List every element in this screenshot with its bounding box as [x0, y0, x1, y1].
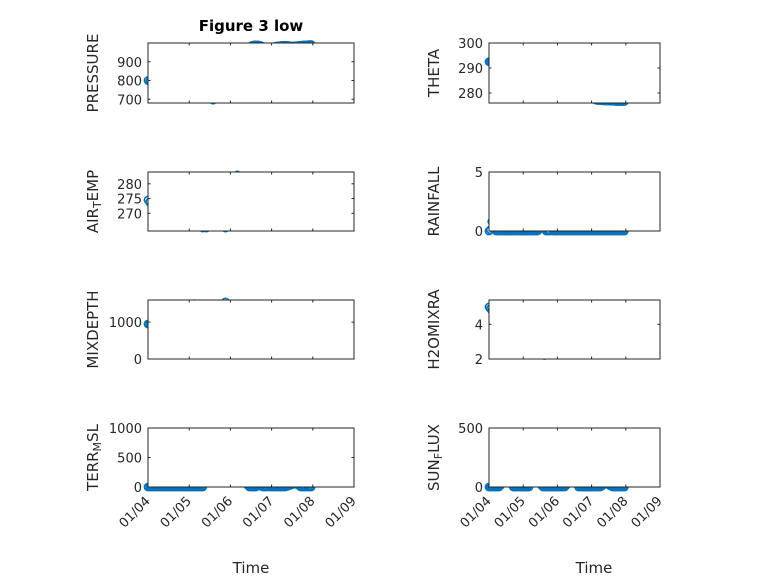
x-tick-label: 01/09 — [323, 494, 360, 531]
axes-frame — [488, 171, 661, 232]
y-axis-label-main: THETA — [425, 48, 443, 98]
y-tick-label: 270 — [117, 207, 142, 222]
subplot-1: 700 800 900 PRESSURE — [84, 34, 355, 113]
y-axis-label-rest: EMP — [84, 170, 102, 201]
y-axis-label: SUNFLUX — [425, 424, 445, 491]
x-tick-label: 01/07 — [560, 494, 597, 531]
y-tick-label: 0 — [134, 353, 142, 368]
y-axis-label-main: RAINFALL — [425, 166, 443, 237]
y-axis-label-subscript: F — [432, 453, 445, 459]
y-axis-label: PRESSURE — [84, 34, 102, 113]
subplot-4: 0 5 RAINFALL — [425, 166, 661, 240]
y-axis-label-main: TERR — [84, 451, 102, 492]
y-tick-label: 280 — [117, 178, 142, 193]
y-axis-label-subscript: M — [91, 442, 104, 452]
y-axis-label-main: AIR — [84, 208, 102, 233]
y-tick-label: 0 — [475, 481, 483, 496]
axes-frame — [147, 42, 355, 104]
y-tick-label: 1000 — [109, 422, 142, 437]
y-tick-label: 280 — [458, 87, 483, 102]
x-axis-label-right: Time — [575, 559, 613, 577]
y-tick-label: 0 — [134, 481, 142, 496]
y-axis-label-main: MIXDEPTH — [84, 290, 102, 368]
y-tick-label: 5 — [475, 166, 483, 181]
x-tick-label: 01/05 — [492, 494, 529, 531]
axes-frame — [147, 171, 355, 232]
x-tick-label: 01/06 — [199, 494, 236, 531]
x-tick-label: 01/06 — [526, 494, 563, 531]
subplot-6: 2 4 H2OMIXRA — [425, 289, 661, 370]
x-tick-label: 01/05 — [158, 494, 195, 531]
axes-frame — [488, 299, 661, 360]
y-axis-label: H2OMIXRA — [425, 289, 443, 370]
axes-frame — [488, 427, 661, 488]
y-axis-label: MIXDEPTH — [84, 290, 102, 368]
y-axis-label-main: H2OMIXRA — [425, 289, 443, 370]
y-tick-label: 700 — [117, 93, 142, 108]
y-tick-label: 0 — [475, 225, 483, 240]
x-tick-label: 01/07 — [240, 494, 277, 531]
y-axis-label: RAINFALL — [425, 166, 443, 237]
y-axis-label-subscript: T — [91, 201, 104, 209]
x-tick-label: 01/04 — [458, 494, 495, 531]
y-axis-label: TERRMSL — [84, 423, 104, 492]
axes-frame — [147, 427, 355, 488]
y-axis-label: AIRTEMP — [84, 170, 104, 233]
x-tick-label: 01/08 — [594, 494, 631, 531]
axes-frame — [147, 299, 355, 360]
y-axis-label-main: SUN — [425, 459, 443, 491]
y-tick-label: 4 — [475, 318, 483, 333]
y-tick-label: 1000 — [109, 316, 142, 331]
y-axis-label-rest: SL — [84, 423, 102, 442]
x-axis-label-left: Time — [232, 559, 270, 577]
subplot-5: 0 1000 MIXDEPTH — [84, 290, 355, 369]
y-axis-label-rest: LUX — [425, 424, 443, 453]
y-axis-label: THETA — [425, 48, 443, 98]
subplot-8: 0 500 SUNFLUX 01/0401/0501/0601/0701/0801/0… — [425, 422, 666, 531]
y-tick-label: 500 — [458, 422, 483, 437]
subplot-2: 280 290 300 THETA — [425, 37, 661, 106]
y-tick-label: 800 — [117, 75, 142, 90]
y-tick-label: 900 — [117, 56, 142, 71]
figure-title: Figure 3 low — [199, 17, 304, 35]
subplot-7: 0 500 1000 TERRMSL 01/04 01/05 01/06 01/07 01/08… — [84, 422, 360, 531]
y-tick-label: 500 — [117, 452, 142, 467]
x-tick-label: 01/08 — [281, 494, 318, 531]
y-tick-label: 2 — [475, 353, 483, 368]
y-tick-label: 275 — [117, 193, 142, 208]
y-tick-label: 300 — [458, 37, 483, 52]
y-axis-label-main: PRESSURE — [84, 34, 102, 113]
axes-frame — [488, 42, 661, 104]
x-tick-label: 01/09 — [629, 494, 666, 531]
x-tick-label: 01/04 — [117, 494, 154, 531]
y-tick-label: 290 — [458, 62, 483, 77]
